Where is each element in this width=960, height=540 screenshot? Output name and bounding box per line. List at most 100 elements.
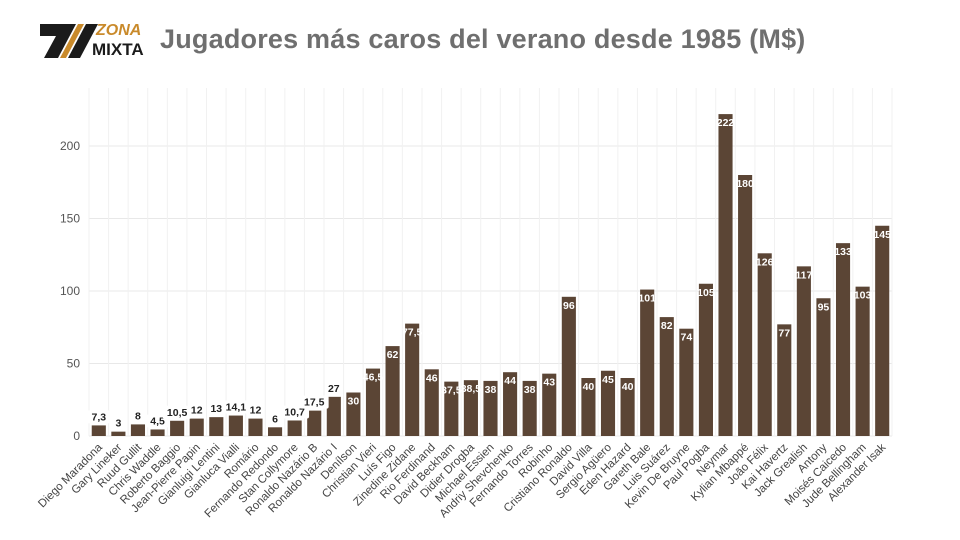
data-label: 3 <box>115 418 121 430</box>
bar <box>816 298 831 436</box>
bar <box>268 427 283 436</box>
data-label: 45 <box>602 374 614 386</box>
bar <box>463 380 478 436</box>
data-label: 82 <box>661 320 673 332</box>
data-label: 13 <box>210 403 222 415</box>
logo-bottom-text: MIXTA <box>92 40 144 59</box>
data-label: 133 <box>834 246 852 258</box>
bar <box>796 266 811 436</box>
bar <box>640 289 655 436</box>
bar <box>855 286 870 436</box>
data-label: 43 <box>543 377 555 389</box>
data-label: 10,7 <box>284 406 305 418</box>
bar <box>130 424 146 436</box>
data-label: 105 <box>697 287 715 299</box>
data-label: 145 <box>873 229 891 241</box>
data-label: 46,5 <box>363 372 384 384</box>
chart-title: Jugadores más caros del verano desde 198… <box>160 24 806 54</box>
bar <box>875 225 890 436</box>
y-tick-label: 100 <box>60 284 80 298</box>
bar <box>307 410 322 436</box>
data-label-bg <box>247 403 264 417</box>
zona-mixta-logo: ZONA MIXTA <box>40 22 144 59</box>
data-label-bg <box>280 405 310 419</box>
y-tick-label: 200 <box>60 139 80 153</box>
data-label-bg <box>188 403 205 417</box>
data-label-bg <box>113 416 124 430</box>
data-label: 7,3 <box>91 411 106 423</box>
bar <box>581 378 596 436</box>
data-label-bg <box>325 381 343 395</box>
bar <box>835 243 851 436</box>
y-tick-label: 50 <box>67 357 81 371</box>
data-label: 77 <box>778 327 790 339</box>
bar <box>209 417 224 436</box>
data-label: 38 <box>485 384 497 396</box>
data-label: 38,5 <box>461 383 482 395</box>
bar <box>424 369 439 436</box>
data-label: 44 <box>504 375 516 387</box>
bar <box>346 392 361 436</box>
data-label: 222 <box>717 117 735 129</box>
data-label-bg <box>162 405 192 419</box>
bar <box>287 420 302 436</box>
data-label: 30 <box>348 396 360 408</box>
bar <box>365 368 381 436</box>
bar <box>738 175 753 436</box>
data-label: 14,1 <box>226 402 247 414</box>
y-axis-ticks: 0 50 100 150 200 <box>60 139 80 443</box>
bar <box>228 415 243 436</box>
data-label: 27 <box>328 383 340 395</box>
bar <box>503 372 518 436</box>
data-label: 12 <box>250 405 262 417</box>
data-label: 40 <box>622 381 634 393</box>
logo-top-text: ZONA <box>95 22 141 39</box>
bar <box>385 346 400 436</box>
chart-header: ZONA MIXTA Jugadores más caros del veran… <box>38 14 938 64</box>
data-label: 8 <box>135 410 141 422</box>
bar <box>659 317 674 436</box>
data-label-bg <box>299 395 329 409</box>
bars <box>91 114 890 436</box>
bar <box>91 425 106 436</box>
data-label: 95 <box>818 301 830 313</box>
data-label-bg <box>221 400 251 414</box>
bar <box>170 420 185 436</box>
data-label: 62 <box>387 349 399 361</box>
bar <box>542 373 557 436</box>
bar <box>189 418 204 436</box>
bar <box>111 431 126 436</box>
bar <box>248 418 263 436</box>
bar <box>444 381 459 436</box>
data-label: 38 <box>524 384 536 396</box>
data-label: 96 <box>563 300 575 312</box>
data-label: 126 <box>756 256 774 268</box>
data-label: 103 <box>854 290 872 302</box>
data-label: 74 <box>681 332 693 344</box>
data-label: 6 <box>272 413 278 425</box>
data-label-bg <box>87 410 111 424</box>
bar <box>777 324 792 436</box>
y-tick-label: 0 <box>73 429 80 443</box>
data-label: 10,5 <box>167 407 188 419</box>
bar <box>522 380 537 436</box>
data-label: 180 <box>736 178 754 190</box>
bar <box>679 328 694 436</box>
data-label: 12 <box>191 405 203 417</box>
data-label: 101 <box>638 293 656 305</box>
data-label-bg <box>269 412 281 426</box>
data-label: 17,5 <box>304 397 325 409</box>
data-label: 37,5 <box>441 385 462 397</box>
bar <box>561 296 576 436</box>
bar <box>405 323 420 436</box>
data-label: 117 <box>795 269 812 281</box>
y-tick-label: 150 <box>60 212 80 226</box>
data-label: 77,5 <box>402 327 423 339</box>
data-label: 46 <box>426 372 438 384</box>
bar <box>483 380 498 436</box>
bar <box>698 283 713 436</box>
data-labels: 7,338 4,510,5 12 13 14,1 12610,717,5273046,56… <box>87 117 891 430</box>
bar <box>620 378 635 436</box>
